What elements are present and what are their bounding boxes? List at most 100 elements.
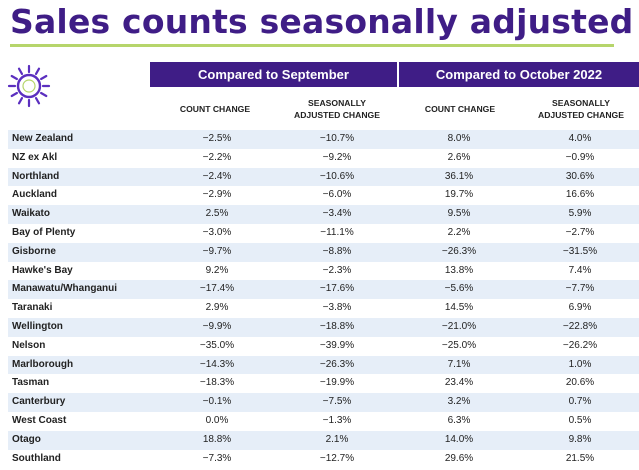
group-header-september: Compared to September [150, 62, 397, 87]
value-cell: −7.7% [565, 283, 595, 295]
table-row: Otago 18.8% 2.1% 14.0% 9.8% [8, 430, 639, 450]
sales-table-body: New Zealand −2.5% −10.7% 8.0% 4.0% NZ ex Akl −… [8, 130, 639, 468]
value-cell: 9.5% [447, 208, 471, 220]
value-cell: −3.0% [202, 226, 232, 238]
region-name: Tasman [12, 377, 50, 389]
region-name: Northland [12, 170, 60, 182]
value-cell: 0.7% [568, 396, 592, 408]
value-cell: −9.2% [322, 151, 352, 163]
value-cell: −7.3% [202, 452, 232, 464]
value-cell: 29.6% [444, 452, 474, 464]
value-cell: −26.3% [319, 358, 355, 370]
table-row: Manawatu/Whanganui −17.4% −17.6% −5.6% −7.7% [8, 280, 639, 300]
value-cell: 2.2% [447, 226, 471, 238]
value-cell: −26.2% [562, 339, 598, 351]
value-cell: −2.5% [202, 133, 232, 144]
logo-ray [17, 96, 24, 105]
value-cell: 20.6% [565, 377, 595, 389]
region-name: Southland [12, 452, 61, 464]
value-cell: −19.9% [319, 377, 355, 389]
value-cell: −6.0% [322, 189, 352, 201]
value-cell: −3.8% [322, 302, 352, 314]
column-header-count-change-oct: COUNT CHANGE [405, 103, 515, 115]
value-cell: 7.1% [447, 358, 471, 370]
logo-core [22, 79, 36, 93]
value-cell: −5.6% [444, 283, 474, 295]
table-row: Gisborne −9.7% −8.8% −26.3% −31.5% [8, 242, 639, 262]
value-cell: −12.7% [319, 452, 355, 464]
table-row: Canterbury −0.1% −7.5% 3.2% 0.7% [8, 393, 639, 412]
table-row: Nelson −35.0% −39.9% −25.0% −26.2% [8, 337, 639, 356]
column-header-sa-change-oct: SEASONALLY ADJUSTED CHANGE [526, 97, 636, 121]
value-cell: 2.5% [205, 208, 229, 220]
value-cell: 19.7% [444, 189, 474, 201]
region-name: NZ ex Akl [12, 151, 58, 163]
value-cell: 1.0% [568, 358, 592, 370]
region-name: Manawatu/Whanganui [12, 283, 117, 295]
logo-ray [34, 96, 41, 105]
region-name: Otago [12, 433, 41, 445]
value-cell: −18.8% [319, 320, 355, 332]
region-name: Marlborough [12, 358, 74, 370]
value-cell: 0.5% [568, 414, 592, 426]
value-cell: −39.9% [319, 339, 355, 351]
region-name: Canterbury [12, 396, 66, 408]
group-header-october: Compared to October 2022 [399, 62, 639, 87]
region-name: Auckland [12, 189, 58, 201]
region-name: Nelson [12, 339, 46, 351]
region-name: Wellington [12, 320, 63, 332]
value-cell: 9.8% [568, 433, 592, 445]
value-cell: −2.9% [202, 189, 232, 201]
table-row: Marlborough −14.3% −26.3% 7.1% 1.0% [8, 355, 639, 375]
region-name: Waikato [12, 208, 50, 220]
value-cell: −0.1% [202, 396, 232, 408]
value-cell: −7.5% [322, 396, 352, 408]
value-cell: −22.8% [562, 320, 598, 332]
region-name: Bay of Plenty [12, 226, 76, 238]
column-header-sa-change-sep: SEASONALLY ADJUSTED CHANGE [282, 97, 392, 121]
column-header-line: ADJUSTED CHANGE [294, 110, 380, 120]
page-title: Sales counts seasonally adjusted [10, 2, 634, 41]
value-cell: 5.9% [568, 208, 592, 220]
logo-ray [39, 91, 48, 98]
value-cell: 8.0% [447, 133, 471, 144]
logo-ray [39, 74, 48, 81]
value-cell: 13.8% [444, 264, 474, 276]
column-header-line: ADJUSTED CHANGE [538, 110, 624, 120]
value-cell: −10.7% [319, 133, 355, 144]
value-cell: 18.8% [202, 433, 232, 445]
column-header-line: COUNT CHANGE [179, 104, 251, 114]
logo-rays [7, 64, 51, 108]
value-cell: −8.8% [322, 245, 352, 257]
value-cell: 16.6% [565, 189, 595, 201]
table-row: Waikato 2.5% −3.4% 9.5% 5.9% [8, 205, 639, 224]
sun-logo-icon [7, 64, 51, 108]
value-cell: 30.6% [565, 170, 595, 182]
value-cell: 2.1% [325, 433, 349, 445]
value-cell: −10.6% [319, 170, 355, 182]
region-name: Hawke's Bay [12, 264, 73, 276]
value-cell: 2.9% [205, 302, 229, 314]
value-cell: 23.4% [444, 377, 474, 389]
value-cell: −17.4% [199, 283, 235, 295]
value-cell: −9.7% [202, 245, 232, 257]
table-row: Hawke's Bay 9.2% −2.3% 13.8% 7.4% [8, 262, 639, 281]
value-cell: −2.2% [202, 151, 232, 163]
region-name: New Zealand [12, 133, 74, 144]
column-header-line: SEASONALLY [552, 98, 610, 108]
value-cell: −3.4% [322, 208, 352, 220]
table-row: Bay of Plenty −3.0% −11.1% 2.2% −2.7% [8, 224, 639, 243]
value-cell: 6.9% [568, 302, 592, 314]
value-cell: −11.1% [320, 226, 354, 238]
table-row: Taranaki 2.9% −3.8% 14.5% 6.9% [8, 299, 639, 318]
column-header-count-change-sep: COUNT CHANGE [160, 103, 270, 115]
value-cell: −2.7% [565, 226, 595, 238]
value-cell: 21.5% [565, 452, 595, 464]
value-cell: 36.1% [444, 170, 474, 182]
value-cell: 2.6% [447, 151, 471, 163]
logo-ray [10, 74, 18, 81]
value-cell: 9.2% [205, 264, 229, 276]
group-separator [397, 62, 399, 470]
value-cell: −0.9% [565, 151, 595, 163]
title-underline [10, 44, 614, 47]
